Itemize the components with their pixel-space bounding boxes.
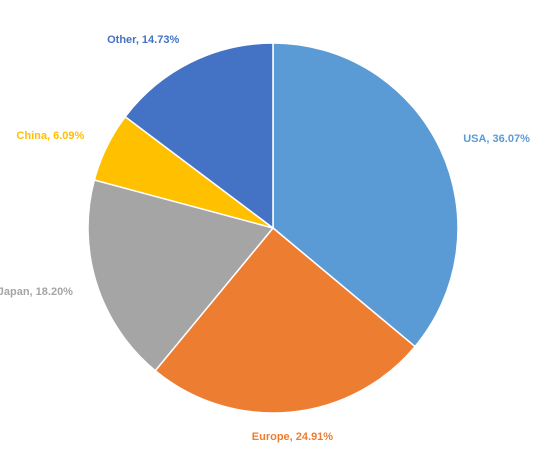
pie-slice	[154, 226, 417, 414]
pie-slice	[272, 42, 459, 348]
slice-label: Other, 14.73%	[107, 34, 179, 46]
slice-label: Europe, 24.91%	[252, 431, 334, 443]
pie-slice	[87, 179, 275, 372]
slice-label: USA, 36.07%	[463, 133, 530, 145]
pie-slice	[124, 42, 274, 230]
slice-label: Japan, 18.20%	[0, 286, 73, 298]
slice-label: China, 6.09%	[16, 130, 84, 142]
